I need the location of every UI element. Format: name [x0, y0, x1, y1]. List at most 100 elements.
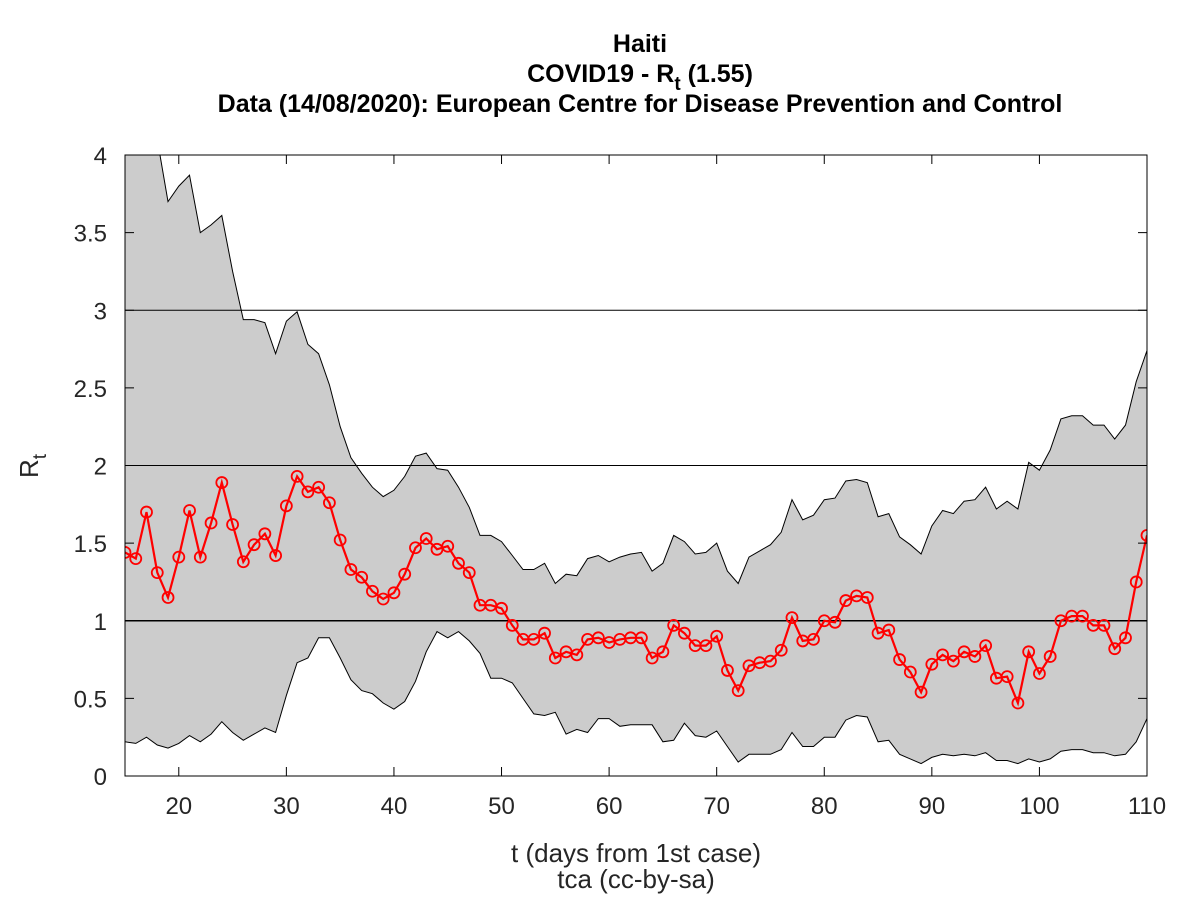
- data-point: [387, 586, 401, 600]
- rt-series-markers: [125, 469, 1147, 710]
- data-point: [936, 648, 949, 662]
- x-tick-label: 60: [596, 793, 623, 820]
- x-tick-label: 90: [918, 793, 945, 820]
- data-point: [1097, 619, 1111, 632]
- data-point: [355, 570, 369, 584]
- data-point: [215, 476, 229, 489]
- chart-title-main-sub: t: [674, 74, 681, 95]
- data-point: [505, 619, 519, 632]
- data-point: [129, 552, 143, 566]
- data-point: [634, 631, 648, 645]
- data-point: [721, 664, 734, 677]
- data-point: [667, 619, 681, 632]
- x-axis-label: t (days from 1st case): [511, 838, 761, 868]
- data-point: [366, 584, 379, 598]
- y-tick-label: 1.5: [74, 531, 107, 558]
- data-point: [903, 665, 917, 679]
- data-point: [1000, 670, 1014, 684]
- data-point: [204, 516, 218, 530]
- data-point: [344, 563, 358, 576]
- data-point: [172, 550, 186, 564]
- data-point: [678, 626, 691, 640]
- y-tick-label: 0: [94, 764, 107, 791]
- data-point: [193, 550, 207, 564]
- x-tick-label: 80: [811, 793, 838, 820]
- data-point: [125, 546, 132, 559]
- data-point: [710, 629, 724, 643]
- data-point: [699, 639, 713, 652]
- data-point: [570, 648, 584, 662]
- data-point: [398, 567, 412, 581]
- reference-lines: [125, 309, 1147, 622]
- data-point: [140, 505, 153, 519]
- data-point: [1033, 667, 1046, 680]
- data-point: [333, 533, 347, 547]
- y-tick-label: 3: [94, 298, 107, 325]
- data-point: [828, 615, 842, 629]
- data-point: [419, 532, 433, 545]
- y-tick-label: 1: [94, 609, 107, 636]
- data-point: [1108, 642, 1122, 656]
- data-point: [312, 480, 326, 494]
- data-point: [183, 504, 196, 517]
- data-point: [258, 527, 272, 541]
- confidence-band: [125, 155, 1147, 765]
- y-tick-label: 3.5: [74, 221, 107, 248]
- data-point: [893, 653, 906, 666]
- data-point: [527, 632, 541, 646]
- x-tick-label: 100: [1019, 793, 1059, 820]
- data-point: [914, 685, 928, 699]
- chart-title-country: Haiti: [613, 30, 667, 58]
- data-point: [1076, 609, 1089, 623]
- data-point: [860, 591, 874, 604]
- data-point: [1140, 528, 1147, 542]
- chart-title-main-text: COVID19 - R: [527, 60, 674, 88]
- data-point: [226, 518, 239, 531]
- data-point: [656, 645, 670, 659]
- data-point: [301, 485, 315, 499]
- data-point: [1043, 650, 1057, 663]
- x-tick-label: 40: [381, 793, 408, 820]
- chart-title-source: Data (14/08/2020): European Centre for D…: [218, 90, 1063, 118]
- data-point: [774, 643, 788, 657]
- data-point: [925, 657, 939, 671]
- data-point: [946, 654, 960, 668]
- data-point: [839, 594, 853, 607]
- y-axis-label: Rt: [14, 453, 51, 478]
- data-point: [279, 499, 293, 513]
- x-tick-label: 70: [703, 793, 730, 820]
- data-point: [1054, 614, 1068, 628]
- data-point: [1129, 575, 1143, 589]
- data-point: [645, 651, 659, 665]
- data-point: [409, 541, 422, 555]
- data-point: [322, 496, 336, 510]
- data-point: [731, 684, 745, 698]
- data-point: [785, 611, 799, 625]
- data-point: [462, 566, 476, 580]
- plot-area: 20 30 40 50 60 70 80 90 100 110 0 0.5 1 1.5 2 2.5 3 3.5 4: [74, 143, 1167, 820]
- data-point: [764, 654, 777, 668]
- data-point: [161, 591, 175, 604]
- data-point: [1119, 631, 1132, 645]
- x-axis-caption: tca (cc-by-sa): [557, 864, 714, 894]
- y-tick-label: 4: [94, 143, 107, 170]
- data-point: [548, 651, 562, 665]
- data-point: [290, 469, 304, 483]
- x-tick-label: 20: [165, 793, 192, 820]
- data-point: [1022, 645, 1036, 659]
- chart-title-main-tail: (1.55): [681, 60, 753, 88]
- data-point: [807, 632, 820, 646]
- y-tick-label: 2: [94, 454, 107, 481]
- data-point: [882, 623, 896, 637]
- y-axis-label-main: R: [14, 459, 44, 478]
- data-point: [495, 601, 508, 615]
- data-point: [441, 539, 455, 553]
- axis-ticks: 20 30 40 50 60 70 80 90 100 110 0 0.5 1 1.5 2 2.5 3 3.5 4: [74, 143, 1167, 820]
- y-axis-label-sub: t: [30, 453, 51, 459]
- data-point: [591, 631, 605, 645]
- y-tick-label: 0.5: [74, 686, 107, 713]
- data-point: [1011, 696, 1025, 710]
- data-point: [150, 566, 164, 580]
- data-point: [538, 626, 551, 640]
